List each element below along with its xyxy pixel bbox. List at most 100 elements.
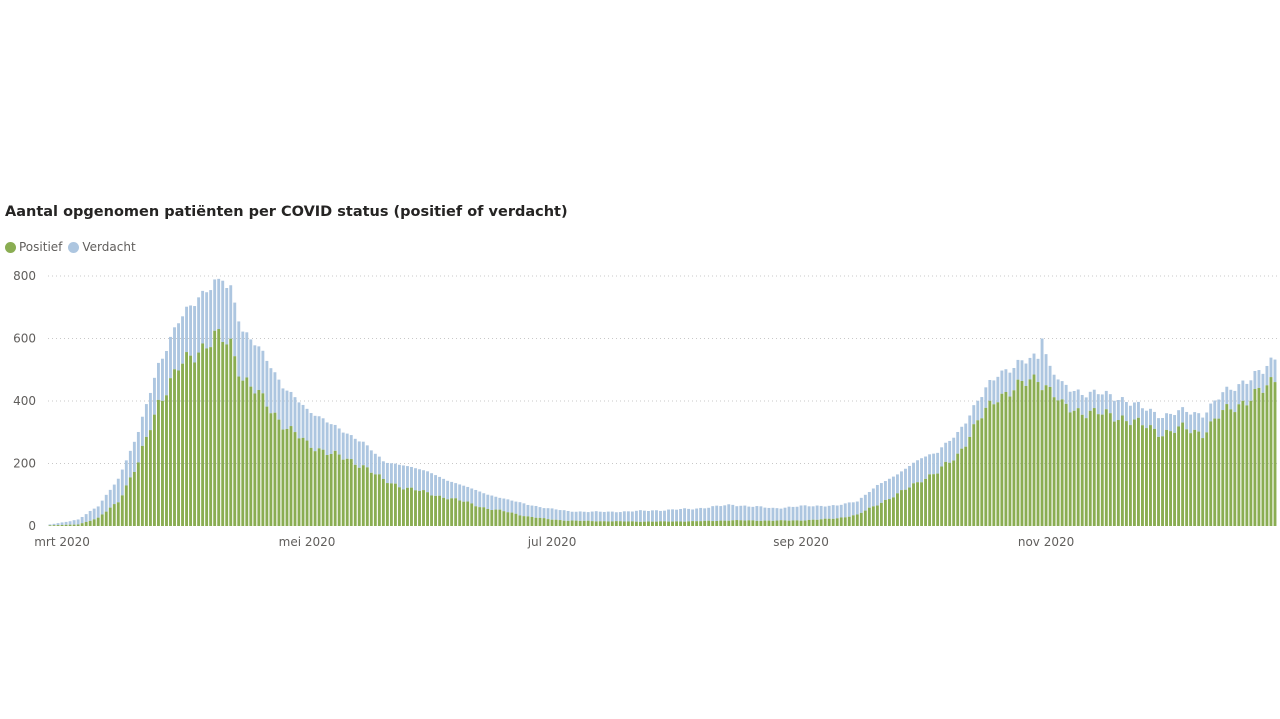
bar-verdacht[interactable] [630,511,634,522]
bar-verdacht[interactable] [305,408,309,441]
bar-positief[interactable] [410,487,413,526]
bar-verdacht[interactable] [871,488,875,507]
bar-positief[interactable] [550,519,554,526]
bar-positief[interactable] [679,521,683,526]
bar-verdacht[interactable] [245,332,249,378]
bar-verdacht[interactable] [707,507,711,521]
bar-positief[interactable] [948,462,952,526]
bar-positief[interactable] [1161,436,1164,526]
bar-verdacht[interactable] [815,505,819,520]
bar-positief[interactable] [1257,387,1261,526]
bar-positief[interactable] [1213,418,1217,526]
bar-positief[interactable] [369,472,373,526]
bar-verdacht[interactable] [353,438,357,465]
bar-positief[interactable] [634,521,638,526]
bar-positief[interactable] [140,445,144,526]
bar-verdacht[interactable] [671,509,674,522]
bar-verdacht[interactable] [1028,357,1032,380]
bar-verdacht[interactable] [896,474,899,494]
bar-positief[interactable] [755,520,759,526]
bar-verdacht[interactable] [751,506,755,521]
bar-verdacht[interactable] [518,502,522,516]
bar-verdacht[interactable] [144,404,148,437]
bar-verdacht[interactable] [1076,389,1080,409]
bar-verdacht[interactable] [185,306,189,353]
bar-positief[interactable] [1269,377,1273,526]
bar-positief[interactable] [908,487,911,526]
bar-verdacht[interactable] [1141,408,1144,426]
bar-positief[interactable] [1032,374,1036,526]
bar-verdacht[interactable] [554,509,558,520]
bar-verdacht[interactable] [944,442,948,462]
bar-verdacht[interactable] [1128,405,1132,426]
bar-positief[interactable] [863,510,867,526]
bar-verdacht[interactable] [1068,391,1072,413]
bar-verdacht[interactable] [1008,372,1012,397]
bar-positief[interactable] [795,520,799,526]
bar-verdacht[interactable] [1120,397,1124,416]
bar-verdacht[interactable] [719,506,723,521]
bar-verdacht[interactable] [855,501,859,515]
bar-verdacht[interactable] [916,460,919,483]
bar-verdacht[interactable] [1092,389,1096,409]
bar-verdacht[interactable] [221,280,225,343]
bar-verdacht[interactable] [1080,394,1084,415]
bar-verdacht[interactable] [582,511,586,521]
bar-verdacht[interactable] [80,516,84,524]
bar-positief[interactable] [148,430,152,526]
bar-positief[interactable] [393,483,397,526]
bar-positief[interactable] [269,413,273,526]
bar-positief[interactable] [1104,409,1108,526]
bar-positief[interactable] [1052,397,1056,526]
bar-verdacht[interactable] [570,511,574,521]
bar-positief[interactable] [887,499,891,526]
bar-verdacht[interactable] [490,495,494,511]
bar-verdacht[interactable] [209,290,213,348]
bar-positief[interactable] [610,521,614,526]
bar-verdacht[interactable] [659,510,662,522]
bar-verdacht[interactable] [735,506,739,521]
bar-positief[interactable] [1000,393,1004,526]
bar-verdacht[interactable] [924,456,928,479]
bar-verdacht[interactable] [642,510,646,522]
bar-verdacht[interactable] [1189,414,1193,434]
bar-verdacht[interactable] [1245,383,1249,406]
bar-positief[interactable] [956,453,960,526]
bar-verdacht[interactable] [189,305,193,356]
bar-verdacht[interactable] [229,285,233,339]
bar-positief[interactable] [1189,433,1193,526]
bar-verdacht[interactable] [771,507,775,521]
bar-positief[interactable] [1132,419,1136,526]
bar-verdacht[interactable] [763,507,767,521]
bar-positief[interactable] [181,363,184,526]
bar-positief[interactable] [289,426,293,526]
bar-positief[interactable] [671,521,674,526]
bar-positief[interactable] [578,520,582,526]
bar-positief[interactable] [273,412,277,526]
bar-positief[interactable] [1165,429,1168,526]
bar-verdacht[interactable] [1173,415,1177,433]
bar-verdacht[interactable] [775,508,779,521]
bar-verdacht[interactable] [422,470,425,491]
bar-positief[interactable] [173,369,176,526]
bar-positief[interactable] [213,330,217,526]
bar-verdacht[interactable] [169,336,172,379]
bar-verdacht[interactable] [1032,353,1036,375]
bar-verdacht[interactable] [1052,374,1056,398]
bar-positief[interactable] [1128,425,1132,526]
bar-verdacht[interactable] [64,521,68,525]
bar-positief[interactable] [859,512,863,526]
bar-verdacht[interactable] [610,511,614,522]
bar-positief[interactable] [891,497,895,526]
bar-positief[interactable] [1060,399,1064,526]
bar-positief[interactable] [1048,386,1052,526]
bar-positief[interactable] [225,344,229,526]
bar-verdacht[interactable] [1145,410,1148,429]
bar-positief[interactable] [1261,392,1265,526]
bar-verdacht[interactable] [727,504,731,521]
bar-positief[interactable] [60,524,64,526]
bar-positief[interactable] [843,517,847,526]
bar-verdacht[interactable] [1040,338,1044,391]
bar-positief[interactable] [1088,410,1092,526]
bar-positief[interactable] [442,497,446,526]
